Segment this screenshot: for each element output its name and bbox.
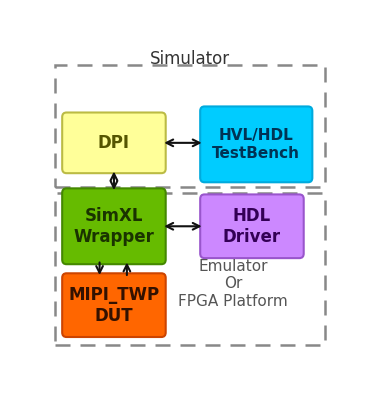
Text: Emulator
Or
FPGA Platform: Emulator Or FPGA Platform bbox=[178, 259, 288, 309]
Text: HDL
Driver: HDL Driver bbox=[223, 207, 281, 246]
Text: SimXL
Wrapper: SimXL Wrapper bbox=[73, 207, 154, 246]
Bar bbox=[55, 193, 325, 345]
FancyBboxPatch shape bbox=[62, 188, 166, 264]
FancyBboxPatch shape bbox=[62, 113, 166, 173]
FancyBboxPatch shape bbox=[200, 106, 312, 182]
Bar bbox=[55, 65, 325, 187]
FancyBboxPatch shape bbox=[62, 273, 166, 337]
Text: HVL/HDL
TestBench: HVL/HDL TestBench bbox=[212, 128, 300, 161]
Text: Simulator: Simulator bbox=[150, 50, 230, 69]
Text: DPI: DPI bbox=[98, 134, 130, 152]
FancyBboxPatch shape bbox=[200, 194, 304, 258]
Text: MIPI_TWP
DUT: MIPI_TWP DUT bbox=[68, 286, 160, 325]
